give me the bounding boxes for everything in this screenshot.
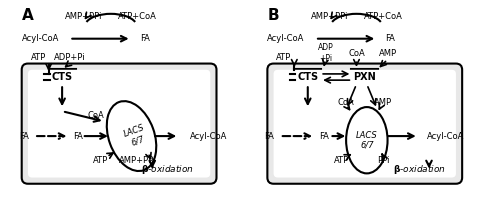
FancyBboxPatch shape (351, 69, 378, 85)
Text: CoA: CoA (348, 49, 365, 58)
Text: FA: FA (319, 132, 329, 140)
Text: Acyl-CoA: Acyl-CoA (189, 132, 227, 140)
Text: FA: FA (140, 34, 150, 43)
Text: ATP: ATP (31, 53, 46, 62)
FancyBboxPatch shape (49, 69, 76, 85)
Text: ADP+Pi: ADP+Pi (54, 53, 85, 62)
Text: AMP+PPi: AMP+PPi (65, 12, 102, 21)
FancyBboxPatch shape (274, 70, 456, 177)
Text: LACS
6/7: LACS 6/7 (122, 123, 149, 149)
Text: AMP+PPi: AMP+PPi (119, 156, 157, 165)
Text: A: A (21, 8, 34, 23)
Text: FA: FA (19, 132, 29, 140)
Text: Acyl-CoA: Acyl-CoA (21, 34, 59, 43)
Text: PPi: PPi (377, 156, 389, 165)
Text: AMP: AMP (374, 98, 392, 108)
Text: FA: FA (264, 132, 274, 140)
Text: ATP: ATP (93, 156, 108, 165)
Ellipse shape (107, 101, 156, 171)
Text: B: B (267, 8, 279, 23)
Text: ATP+CoA: ATP+CoA (118, 12, 157, 21)
FancyBboxPatch shape (28, 70, 210, 177)
Text: ATP+CoA: ATP+CoA (364, 12, 403, 21)
Text: ATP: ATP (276, 53, 291, 62)
Text: LACS
6/7: LACS 6/7 (356, 131, 378, 150)
Text: CoA: CoA (88, 111, 105, 120)
FancyBboxPatch shape (21, 64, 217, 184)
Text: AMP: AMP (379, 49, 397, 58)
Text: ADP
+Pi: ADP +Pi (318, 43, 333, 63)
Text: CTS: CTS (52, 72, 73, 82)
Text: CoA: CoA (338, 98, 354, 108)
Ellipse shape (346, 107, 387, 173)
FancyBboxPatch shape (267, 64, 462, 184)
Text: $\bfβ$-oxidation: $\bfβ$-oxidation (141, 163, 194, 176)
Text: Acyl-CoA: Acyl-CoA (427, 132, 464, 140)
Text: ATP: ATP (334, 156, 349, 165)
Text: FA: FA (74, 132, 83, 140)
Text: CTS: CTS (297, 72, 318, 82)
Text: FA: FA (386, 34, 395, 43)
Text: Acyl-CoA: Acyl-CoA (267, 34, 305, 43)
FancyBboxPatch shape (294, 69, 321, 85)
Text: $\bfβ$-oxidation: $\bfβ$-oxidation (393, 163, 446, 176)
Text: AMP+PPi: AMP+PPi (311, 12, 348, 21)
Text: PXN: PXN (353, 72, 376, 82)
